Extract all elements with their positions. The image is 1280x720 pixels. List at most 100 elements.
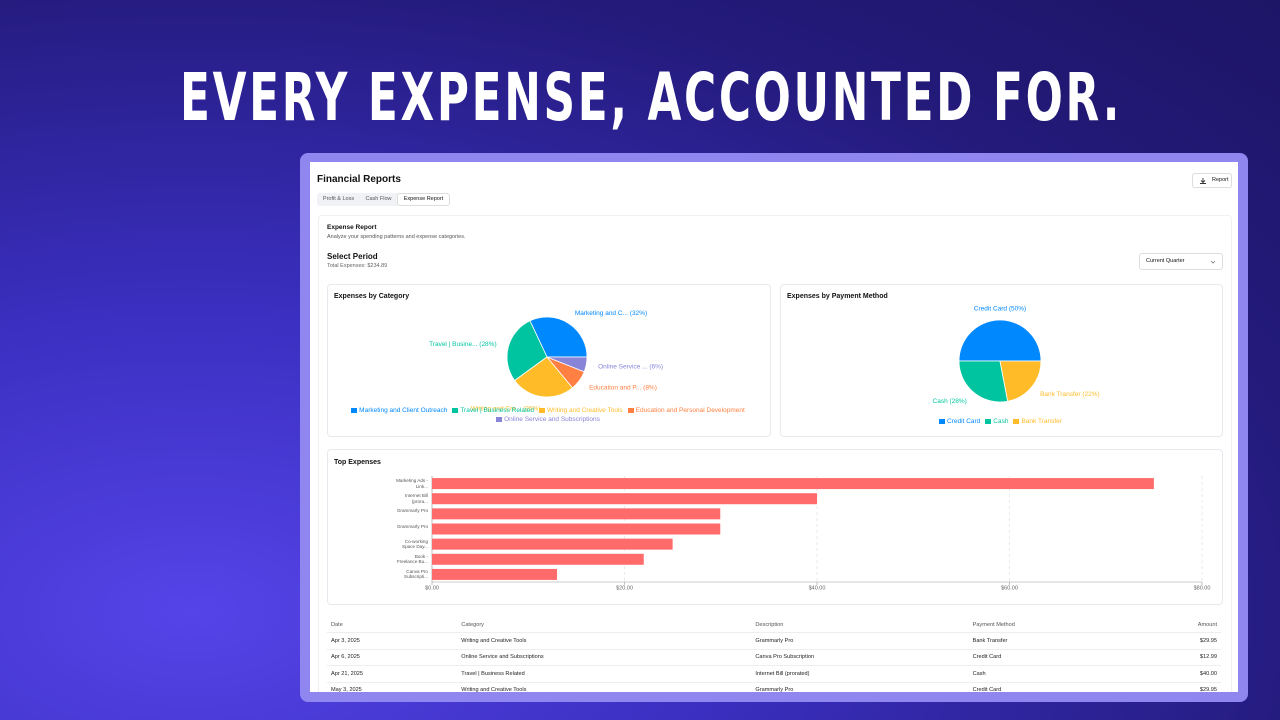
table-cell: Credit Card	[968, 682, 1133, 692]
pie-slice	[999, 360, 1042, 402]
pie-slice	[514, 356, 574, 398]
report-label: Report	[1212, 177, 1229, 183]
bar	[432, 478, 1154, 490]
tab[interactable]: Profit & Loss	[322, 196, 355, 202]
y-tick-label: Marketing Ads - Link...	[396, 478, 428, 489]
pie-slice	[529, 316, 588, 358]
slice-label: Marketing and C... (32%)	[575, 310, 647, 317]
headline-svg: EVERY EXPENSE, ACCOUNTED FOR.	[180, 59, 1118, 136]
legend-label: Education and Personal Development	[635, 407, 745, 414]
slice-label: Writing and Cre... (26%)	[471, 405, 541, 412]
legend-swatch	[939, 419, 946, 424]
table-row: May 3, 2025 Writing and Creative Tools Gra…	[327, 682, 1221, 692]
legend-item: Marketing and Client Outreach	[351, 407, 447, 414]
bar	[432, 568, 558, 580]
table-cell: Apr 3, 2025	[327, 632, 458, 650]
legend-swatch	[539, 408, 546, 413]
table-cell: $12.99	[1132, 649, 1221, 667]
table-cell: Internet Bill (prorated)	[751, 665, 969, 683]
table-cell: $29.95	[1132, 632, 1221, 650]
section-title: Expense Report	[327, 224, 377, 231]
table-cell: Credit Card	[968, 649, 1133, 667]
table-cell: Writing and Creative Tools	[457, 632, 752, 650]
tab[interactable]: Cash Flow	[365, 196, 392, 202]
expense-table: Date Category Description Payment Method Amo…	[327, 617, 1221, 692]
x-tick-label: $60.00	[1001, 585, 1018, 591]
period-select[interactable]: Current Quarter	[1139, 253, 1223, 270]
slice-label: Bank Transfer (22%)	[1040, 391, 1100, 398]
legend-item: Travel | Business Related	[452, 407, 534, 414]
bar	[432, 538, 673, 550]
y-tick-label: Co-working Space Day...	[402, 538, 428, 550]
slice-label: Cash (28%)	[933, 398, 967, 405]
table-cell: Grammarly Pro	[751, 632, 969, 650]
table-cell: Cash	[968, 665, 1133, 683]
table-row: Apr 3, 2025 Writing and Creative Tools Gra…	[327, 632, 1221, 650]
bar	[432, 493, 817, 505]
x-tick-label: $40.00	[809, 585, 826, 591]
table-cell: Apr 6, 2025	[327, 649, 458, 667]
legend-label: Marketing and Client Outreach	[359, 407, 448, 414]
y-tick-label: Grammarly Pro	[396, 523, 428, 529]
x-tick-label: $80.00	[1194, 585, 1211, 591]
pie-slice	[958, 319, 1042, 362]
legend-item: Education and Personal Development	[627, 407, 745, 414]
legend-label: Credit Card	[947, 418, 981, 425]
legend-item: Credit Card	[939, 418, 980, 425]
legend-label: Bank Transfer	[1021, 418, 1062, 425]
table-cell: Writing and Creative Tools	[457, 682, 752, 692]
column-header: Amount	[1132, 617, 1221, 634]
chart-title: Expenses by Category	[334, 293, 410, 300]
legend-label: Cash	[993, 418, 1009, 425]
legend-swatch	[496, 417, 503, 422]
legend-item: Writing and Creative Tools	[539, 407, 623, 414]
column-header: Category	[457, 617, 752, 634]
period-select-label: Current Quarter	[1146, 258, 1185, 264]
pie-slice	[958, 360, 1009, 403]
page-title: Financial Reports	[317, 174, 401, 185]
period-title: Select Period	[327, 252, 378, 261]
y-tick-label: Canva Pro Subscripti...	[404, 569, 428, 580]
y-tick-label: Internet Bill (prora...	[405, 493, 428, 504]
table-cell: $29.95	[1132, 682, 1221, 692]
legend-label: Travel | Business Related	[460, 407, 535, 414]
legend-label: Writing and Creative Tools	[547, 407, 623, 414]
column-header: Date	[327, 617, 458, 634]
bar	[432, 553, 644, 565]
table-header: Date Category Description Payment Method Amo…	[327, 617, 1221, 634]
chart-title: Expenses by Payment Method	[787, 293, 888, 300]
y-tick-label: Grammarly Pro	[396, 508, 428, 514]
legend-swatch	[1013, 419, 1020, 424]
pie-slice	[546, 356, 588, 373]
download-icon	[1200, 178, 1206, 184]
legend-label: Online Service and Subscriptions	[504, 416, 600, 423]
table-row: Apr 21, 2025 Travel | Business Related Int…	[327, 665, 1221, 683]
x-tick-label: $0.00	[425, 585, 439, 591]
x-tick-label: $20.00	[616, 585, 633, 591]
table-cell: Bank Transfer	[968, 632, 1133, 650]
bar	[432, 508, 721, 520]
charts: Marketing and C... (32%) Travel | Busine.…	[425, 306, 1211, 592]
table-cell: Canva Pro Subscription	[751, 649, 969, 667]
slice-label: Online Service ... (6%)	[598, 363, 663, 370]
legend-item: Cash	[985, 418, 1008, 425]
column-header: Payment Method	[968, 617, 1133, 634]
table-cell: May 3, 2025	[327, 682, 458, 692]
y-tick-label: Book - Freelance Bu...	[396, 553, 428, 565]
legend: Credit Card Cash Bank Transfer	[790, 418, 1211, 425]
table-cell: Apr 21, 2025	[327, 665, 458, 683]
legend-swatch	[627, 408, 634, 413]
tab-active[interactable]: Expense Report	[397, 193, 450, 206]
table-cell: $40.00	[1132, 665, 1221, 683]
legend-item: Bank Transfer	[1013, 418, 1062, 425]
app-screen: Financial Reports Report Profit & Loss C…	[310, 162, 1238, 692]
report-button[interactable]: Report	[1192, 173, 1232, 188]
chevron	[1210, 260, 1216, 264]
chart-title: Top Expenses	[334, 459, 381, 466]
legend-swatch	[452, 408, 459, 413]
legend-swatch	[351, 408, 358, 413]
bar	[432, 523, 721, 535]
pie-slice	[506, 320, 548, 382]
section-subtitle: Analyze your spending patterns and expen…	[327, 234, 466, 240]
